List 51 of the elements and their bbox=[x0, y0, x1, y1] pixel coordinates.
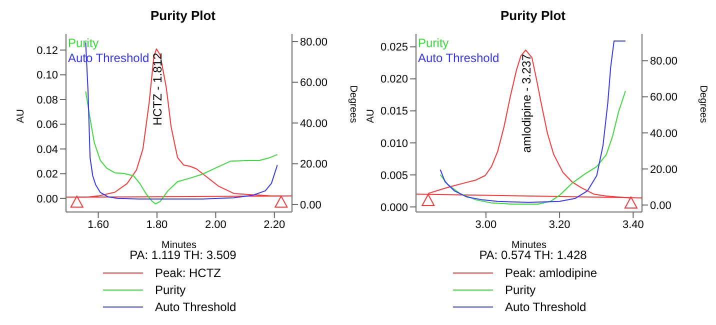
chart-title: Purity Plot bbox=[149, 8, 216, 25]
y2-tick-label: 60.00 bbox=[650, 92, 678, 104]
legend-label: Peak: amlodipine bbox=[505, 266, 598, 280]
chart-title: Purity Plot bbox=[499, 8, 566, 25]
y-tick-label: 0.015 bbox=[380, 106, 408, 118]
y-tick-label: 0.005 bbox=[380, 170, 408, 182]
y-axis-title: AU bbox=[16, 109, 27, 123]
legend-label: Purity bbox=[155, 282, 186, 296]
y-tick-label: 0.08 bbox=[36, 94, 58, 106]
x-axis-title: Minutes bbox=[161, 240, 197, 251]
y-tick-label: 0.12 bbox=[36, 44, 58, 57]
x-tick-label: 3.40 bbox=[622, 218, 644, 231]
x-tick-label: 1.60 bbox=[88, 218, 109, 231]
y2-tick-label: 0.00 bbox=[300, 199, 322, 212]
y-tick-label: 0.06 bbox=[36, 119, 58, 132]
y2-tick-label: 0.00 bbox=[650, 200, 672, 212]
annotation: HCTZ - 1.812 bbox=[150, 52, 164, 126]
x-tick-label: 1.80 bbox=[146, 218, 168, 231]
y-tick-label: 0.04 bbox=[36, 144, 58, 156]
y2-tick-label: 60.00 bbox=[300, 77, 328, 90]
y-tick-label: 0.020 bbox=[380, 74, 408, 86]
y-tick-label: 0.10 bbox=[36, 70, 58, 82]
y2-tick-label: 40.00 bbox=[650, 128, 678, 140]
y2-tick-label: 20.00 bbox=[650, 164, 678, 176]
y2-axis-title: Degrees bbox=[347, 85, 358, 123]
y-tick-label: 0.00 bbox=[36, 193, 58, 206]
legend-label: Auto Threshold bbox=[155, 300, 236, 314]
legend-label: Purity bbox=[505, 282, 536, 296]
y2-tick-label: 40.00 bbox=[300, 118, 328, 130]
legend-label: Auto Threshold bbox=[505, 300, 586, 314]
x-axis-title: Minutes bbox=[511, 240, 547, 251]
y-axis-title: AU bbox=[366, 109, 377, 123]
annotation: amlodipine - 3.237 bbox=[520, 54, 534, 153]
y2-tick-label: 80.00 bbox=[300, 36, 328, 48]
y-tick-label: 0.025 bbox=[380, 42, 408, 54]
x-tick-label: 3.20 bbox=[548, 218, 570, 231]
y-tick-label: 0.010 bbox=[380, 138, 408, 150]
y2-axis-title: Degrees bbox=[697, 85, 708, 123]
y-tick-label: 0.02 bbox=[36, 168, 58, 181]
text: Purity bbox=[68, 36, 99, 50]
x-tick-label: 3.00 bbox=[475, 218, 497, 231]
text: Purity bbox=[418, 36, 449, 50]
y2-tick-label: 20.00 bbox=[300, 158, 328, 171]
y2-tick-label: 80.00 bbox=[650, 56, 678, 68]
text: PA: 0.574 TH: 1.428 bbox=[478, 248, 588, 264]
x-tick-label: 2.20 bbox=[264, 218, 286, 231]
x-tick-label: 2.00 bbox=[204, 218, 226, 231]
legend-label: Peak: HCTZ bbox=[155, 266, 222, 280]
y-tick-label: 0.000 bbox=[380, 202, 408, 214]
text: PA: 1.119 TH: 3.509 bbox=[128, 248, 238, 264]
text: Auto Threshold bbox=[418, 51, 500, 65]
